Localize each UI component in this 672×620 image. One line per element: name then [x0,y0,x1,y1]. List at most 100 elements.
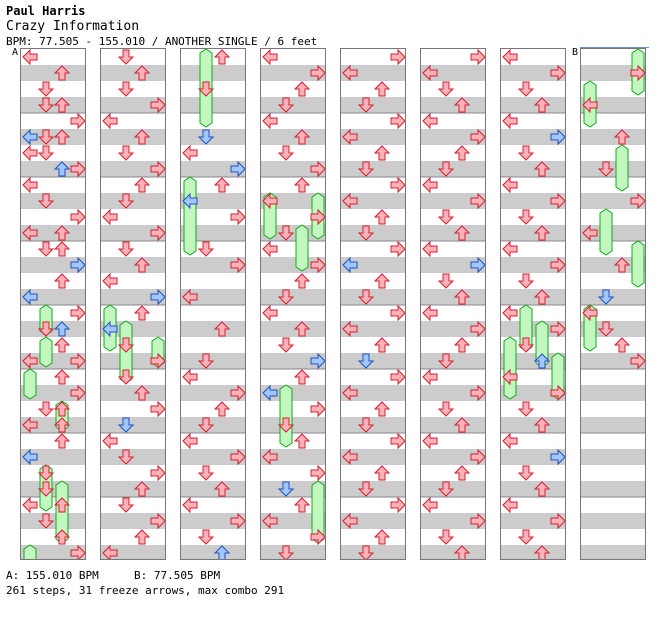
step-arrow-left-icon [342,128,358,146]
bpm-marker-b: B [571,47,580,58]
beat-stripe [21,417,85,433]
step-arrow-down-icon [37,129,55,145]
beat-stripe [581,225,645,241]
step-arrow-right-icon [390,304,405,322]
step-arrow-right-icon [550,64,565,82]
step-arrow-up-icon [453,417,471,433]
beat-stripe [341,321,405,337]
step-arrow-down-icon [277,545,295,559]
beat-stripe [261,449,325,465]
step-arrow-left-icon [22,176,38,194]
step-arrow-right-icon [630,192,645,210]
step-arrow-down-icon [117,369,135,385]
beat-stripe [341,65,405,81]
song-title: Crazy Information [6,19,140,34]
step-arrow-down-icon [37,481,55,497]
step-arrow-up-icon [213,545,231,559]
step-arrow-up-icon [293,433,311,449]
freeze-arrow-right [631,240,645,288]
freeze-arrow-left [503,336,517,400]
step-arrow-up-icon [53,65,71,81]
step-arrow-down-icon [37,241,55,257]
beat-stripe [421,129,485,145]
beat-stripe [101,321,165,337]
step-arrow-up-icon [373,337,391,353]
step-arrow-down-icon [197,417,215,433]
song-artist: Paul Harris [6,4,86,18]
step-arrow-down-icon [277,145,295,161]
chart-column-5 [340,48,406,560]
beat-stripe [341,513,405,529]
step-arrow-up-icon [213,49,231,65]
chart-column-2 [100,48,166,560]
step-arrow-up-icon [453,145,471,161]
step-arrow-right-icon [230,512,245,530]
step-arrow-left-icon [102,112,118,130]
beat-stripe [21,385,85,401]
step-arrow-down-icon [37,321,55,337]
beat-stripe [421,449,485,465]
step-arrow-left-icon [422,64,438,82]
step-arrow-right-icon [310,64,325,82]
step-arrow-right-icon [150,352,165,370]
beat-stripe [421,97,485,113]
step-arrow-down-icon [197,129,215,145]
step-arrow-down-icon [37,97,55,113]
step-arrow-left-icon [422,240,438,258]
beat-stripe [181,481,245,497]
step-arrow-up-icon [133,177,151,193]
step-arrow-down-icon [437,161,455,177]
step-arrow-left-icon [262,49,278,66]
step-arrow-left-icon [22,416,38,434]
step-arrow-left-icon [502,496,518,514]
step-arrow-right-icon [70,384,85,402]
step-arrow-left-icon [582,304,598,322]
step-arrow-left-icon [22,144,38,162]
step-arrow-up-icon [133,257,151,273]
step-arrow-down-icon [277,289,295,305]
beat-stripe [501,97,565,113]
beat-stripe [501,321,565,337]
step-arrow-up-icon [133,65,151,81]
step-arrow-down-icon [437,353,455,369]
step-arrow-up-icon [373,401,391,417]
beat-stripe [101,289,165,305]
beat-stripe [421,225,485,241]
beat-stripe [341,129,405,145]
step-arrow-right-icon [310,208,325,226]
beat-stripe [101,385,165,401]
chart-column-6 [420,48,486,560]
chart-stats: 261 steps, 31 freeze arrows, max combo 2… [6,584,285,597]
step-arrow-left-icon [102,208,118,226]
step-arrow-down-icon [357,225,375,241]
beat-stripe [421,385,485,401]
step-arrow-down-icon [437,401,455,417]
step-arrow-down-icon [357,481,375,497]
step-arrow-left-icon [22,496,38,514]
chart-column-canvas [261,49,325,559]
step-arrow-down-icon [597,289,615,305]
step-arrow-right-icon [470,128,485,146]
step-arrow-up-icon [53,241,71,257]
beat-stripe [421,417,485,433]
beat-stripe [501,481,565,497]
chart-column-4 [260,48,326,560]
chart-column-canvas [501,49,565,559]
step-arrow-up-icon [293,81,311,97]
step-arrow-right-icon [230,256,245,274]
step-arrow-up-icon [533,289,551,305]
beat-stripe [21,161,85,177]
step-arrow-up-icon [53,273,71,289]
step-arrow-up-icon [373,145,391,161]
step-arrow-up-icon [213,177,231,193]
step-arrow-left-icon [102,544,118,559]
beat-stripe [261,353,325,369]
beat-stripe [501,417,565,433]
step-arrow-down-icon [517,401,535,417]
step-arrow-right-icon [70,544,85,559]
beat-stripe [181,161,245,177]
step-arrow-right-icon [550,320,565,338]
step-arrow-left-icon [502,112,518,130]
step-arrow-left-icon [262,112,278,130]
step-arrow-right-icon [70,256,85,274]
